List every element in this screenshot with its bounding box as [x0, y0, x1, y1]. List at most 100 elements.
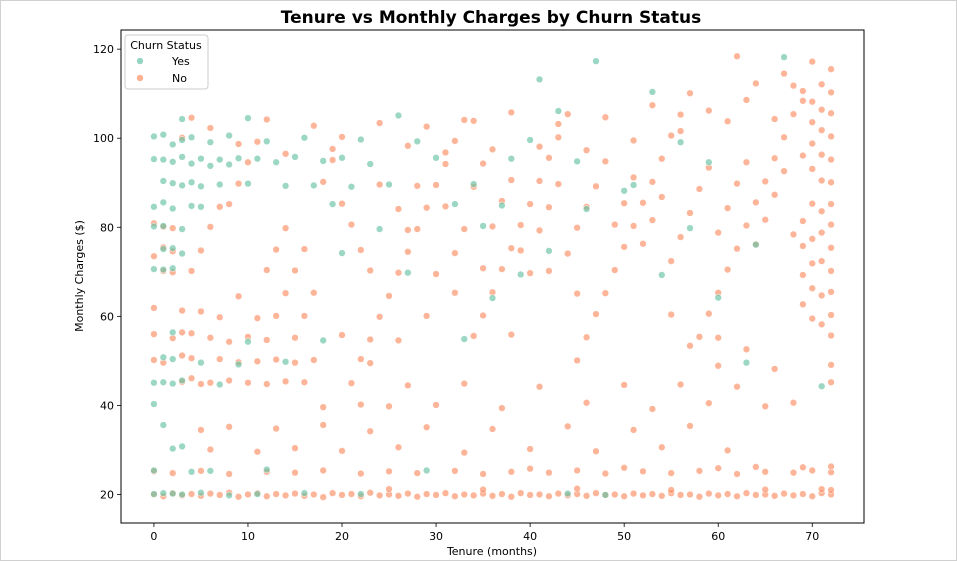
x-tick-label: 40: [523, 530, 537, 543]
data-point-no: [225, 376, 233, 385]
data-point-no: [460, 116, 468, 124]
data-point-no: [818, 151, 826, 159]
data-point-no: [827, 200, 835, 208]
data-point-no: [620, 199, 628, 207]
data-point-no: [507, 176, 515, 184]
data-point-no: [479, 470, 487, 478]
data-point-no: [733, 179, 741, 188]
data-point-yes: [178, 181, 186, 190]
data-point-yes: [291, 153, 299, 161]
data-point-no: [686, 89, 694, 97]
data-point-no: [272, 424, 280, 433]
data-point-no: [413, 182, 421, 190]
plot-border: [120, 29, 865, 524]
data-point-no: [827, 220, 835, 229]
data-point-no: [592, 447, 600, 455]
data-point-no: [526, 200, 534, 208]
data-point-no: [526, 465, 534, 473]
data-point-yes: [413, 137, 421, 145]
data-point-yes: [169, 179, 177, 187]
data-point-no: [263, 115, 271, 124]
data-point-no: [573, 224, 581, 232]
data-point-yes: [310, 181, 318, 190]
data-point-no: [808, 57, 816, 66]
data-point-yes: [187, 178, 196, 186]
data-point-yes: [432, 154, 440, 162]
data-point-yes: [507, 155, 515, 163]
data-point-no: [554, 180, 562, 188]
data-point-no: [639, 199, 647, 207]
data-point-yes: [178, 153, 186, 161]
data-point-no: [291, 489, 299, 498]
data-point-no: [601, 157, 610, 166]
data-point-no: [818, 320, 826, 329]
data-point-yes: [159, 177, 167, 185]
data-point-no: [263, 266, 271, 274]
data-point-no: [517, 246, 525, 255]
plot-area: [121, 30, 864, 523]
data-point-no: [366, 427, 374, 435]
data-point-no: [771, 365, 779, 373]
data-point-no: [554, 489, 562, 498]
data-point-no: [827, 178, 835, 186]
data-point-no: [629, 136, 638, 145]
data-point-yes: [159, 198, 167, 207]
data-point-yes: [460, 335, 468, 343]
data-point-no: [723, 204, 732, 212]
data-point-yes: [545, 247, 553, 255]
data-point-no: [808, 235, 816, 243]
data-point-no: [799, 300, 807, 308]
data-point-no: [723, 265, 732, 274]
data-point-no: [799, 242, 807, 250]
data-point-no: [197, 246, 205, 255]
data-point-no: [780, 489, 788, 498]
data-point-no: [733, 52, 741, 60]
data-point-yes: [159, 353, 167, 361]
data-point-no: [300, 312, 309, 320]
data-point-no: [620, 492, 628, 500]
data-point-no: [498, 490, 506, 498]
data-point-no: [799, 151, 807, 160]
data-point-no: [799, 97, 807, 105]
data-point-no: [413, 225, 421, 233]
legend-title: Churn Status: [130, 39, 202, 52]
data-point-yes: [169, 140, 177, 149]
data-point-yes: [357, 490, 365, 498]
data-point-no: [375, 313, 384, 321]
data-point-yes: [752, 241, 760, 249]
data-point-yes: [159, 155, 167, 164]
data-point-yes: [216, 180, 224, 189]
data-point-yes: [263, 137, 271, 145]
data-point-no: [676, 110, 685, 119]
data-point-no: [723, 490, 732, 498]
data-point-no: [827, 361, 835, 369]
data-point-no: [507, 493, 515, 501]
data-point-no: [328, 489, 337, 497]
y-tick-label: 60: [100, 310, 114, 323]
data-point-no: [479, 159, 487, 168]
data-point-yes: [253, 490, 262, 498]
data-point-yes: [197, 182, 205, 190]
data-point-no: [611, 220, 619, 229]
data-point-no: [573, 485, 581, 493]
data-point-no: [281, 377, 290, 386]
x-tick-label: 20: [335, 530, 349, 543]
data-point-no: [423, 312, 431, 320]
data-point-yes: [225, 131, 233, 140]
data-point-no: [667, 257, 675, 265]
y-tick-label: 120: [93, 43, 114, 56]
data-point-no: [281, 224, 290, 232]
data-point-no: [761, 177, 769, 186]
data-point-no: [197, 467, 205, 475]
data-point-yes: [526, 136, 534, 144]
data-point-yes: [169, 204, 177, 213]
data-point-no: [319, 421, 327, 429]
data-point-no: [272, 355, 280, 364]
data-point-no: [808, 200, 816, 208]
series-yes: [150, 53, 826, 500]
data-point-no: [761, 402, 769, 410]
data-point-no: [225, 200, 233, 208]
data-point-yes: [225, 491, 233, 500]
data-point-no: [216, 313, 224, 321]
data-point-no: [629, 222, 638, 230]
